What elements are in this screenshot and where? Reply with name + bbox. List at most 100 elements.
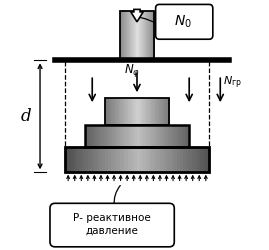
Text: давление: давление (86, 226, 139, 236)
Bar (111, 98, 113, 125)
Bar (159, 98, 161, 125)
Bar (85, 125, 87, 147)
Polygon shape (131, 10, 143, 22)
Bar (162, 98, 163, 125)
Bar (143, 11, 144, 60)
Bar (135, 11, 136, 60)
Bar (146, 147, 149, 172)
Bar (124, 98, 126, 125)
Bar (146, 98, 148, 125)
Bar (115, 98, 116, 125)
Bar (166, 125, 169, 147)
Bar (125, 98, 127, 125)
Bar (97, 147, 100, 172)
Text: $N_0$: $N_0$ (174, 14, 192, 30)
Bar (142, 11, 143, 60)
Bar (126, 125, 129, 147)
Bar (158, 98, 159, 125)
Bar (154, 147, 157, 172)
Bar (149, 11, 150, 60)
Bar (197, 147, 201, 172)
Bar (102, 147, 105, 172)
Bar (170, 125, 173, 147)
Bar (124, 11, 125, 60)
Bar (132, 98, 133, 125)
Bar (117, 147, 120, 172)
Bar (136, 11, 137, 60)
Bar (85, 147, 88, 172)
Bar (145, 125, 148, 147)
Bar (154, 98, 155, 125)
Bar (97, 125, 100, 147)
Bar (89, 125, 91, 147)
Bar (132, 11, 133, 60)
Bar (195, 147, 198, 172)
Bar (130, 11, 131, 60)
FancyBboxPatch shape (50, 203, 174, 247)
Bar (133, 11, 134, 60)
Bar (164, 98, 166, 125)
Bar (139, 125, 141, 147)
Bar (125, 147, 129, 172)
Bar (120, 98, 122, 125)
Bar (107, 98, 109, 125)
Bar (130, 98, 132, 125)
Bar (125, 125, 127, 147)
Bar (152, 11, 153, 60)
Bar (141, 125, 143, 147)
Bar (106, 125, 108, 147)
Bar (120, 11, 121, 60)
Bar (128, 98, 129, 125)
Bar (135, 125, 137, 147)
Bar (155, 98, 157, 125)
Bar (140, 147, 143, 172)
Bar (111, 147, 114, 172)
Bar (152, 125, 154, 147)
Bar (122, 11, 123, 60)
Bar (105, 147, 108, 172)
Bar (189, 147, 192, 172)
Bar (114, 147, 117, 172)
Text: $N_{\text{гр}}$: $N_{\text{гр}}$ (223, 74, 242, 91)
Bar (147, 98, 149, 125)
Bar (87, 125, 89, 147)
Bar (154, 125, 156, 147)
Bar (105, 98, 106, 125)
Bar (168, 98, 169, 125)
Bar (128, 147, 132, 172)
Bar (136, 98, 137, 125)
Bar (120, 147, 123, 172)
Bar (150, 125, 152, 147)
FancyBboxPatch shape (156, 4, 213, 39)
Bar (139, 11, 140, 60)
Bar (153, 98, 154, 125)
Bar (180, 147, 183, 172)
Bar (138, 11, 139, 60)
Bar (148, 11, 149, 60)
Bar (119, 98, 121, 125)
Bar (110, 98, 111, 125)
Text: Р- реактивное: Р- реактивное (73, 213, 151, 223)
Bar (143, 125, 146, 147)
Bar (156, 98, 158, 125)
Bar (123, 11, 124, 60)
Bar (141, 11, 142, 60)
Bar (151, 98, 153, 125)
Bar (91, 147, 94, 172)
Bar (120, 125, 123, 147)
Bar (128, 11, 129, 60)
Bar (76, 147, 80, 172)
Bar (151, 11, 152, 60)
Bar (140, 11, 141, 60)
Bar (129, 125, 131, 147)
Bar (100, 147, 103, 172)
Bar (82, 147, 85, 172)
Bar (165, 98, 167, 125)
Bar (100, 125, 102, 147)
Bar (134, 147, 137, 172)
Bar (122, 98, 123, 125)
Bar (172, 125, 175, 147)
Bar (133, 11, 134, 60)
Bar (116, 98, 118, 125)
Bar (108, 125, 110, 147)
